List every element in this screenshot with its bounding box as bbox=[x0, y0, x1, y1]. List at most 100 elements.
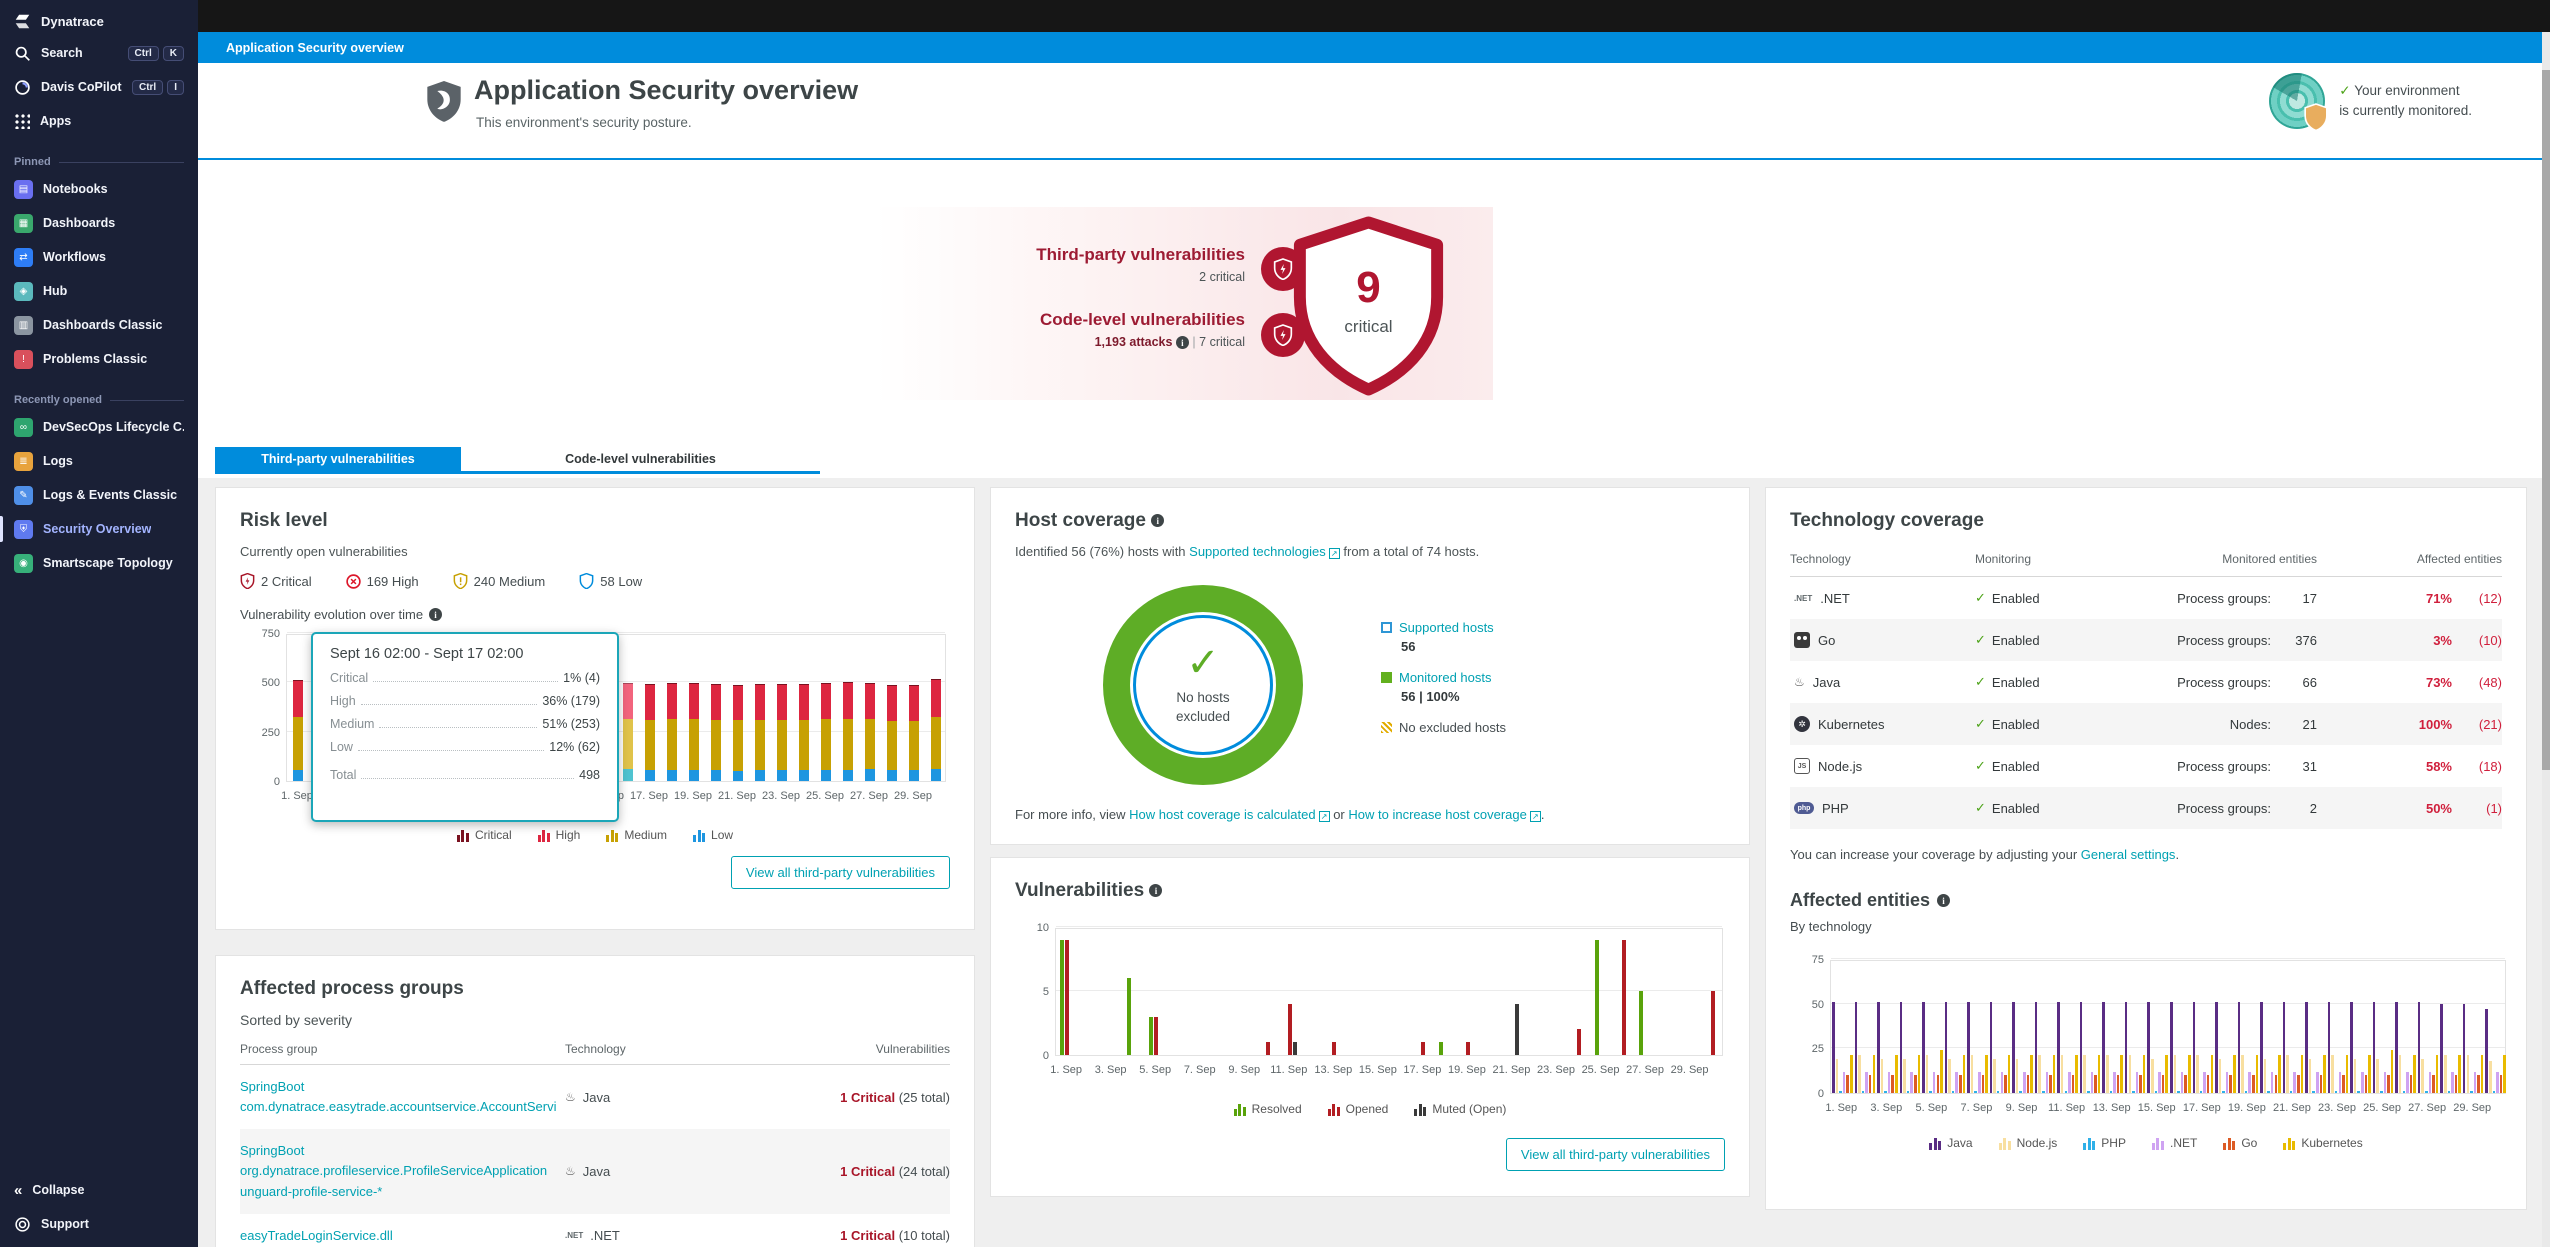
affected-entities-info-icon[interactable]: i bbox=[1937, 894, 1951, 907]
bar-go[interactable] bbox=[1868, 1075, 1872, 1093]
tab-code-level-vulnerabilities[interactable]: Code-level vulnerabilities bbox=[461, 447, 820, 471]
bar-segment-critical[interactable] bbox=[733, 684, 743, 686]
bar-kubernetes[interactable] bbox=[1895, 1055, 1898, 1093]
bar-muted-open-[interactable] bbox=[1515, 1003, 1520, 1055]
bar-java[interactable] bbox=[1922, 1001, 1925, 1093]
bar-segment-high[interactable] bbox=[887, 685, 897, 721]
bar-resolved[interactable] bbox=[1594, 939, 1599, 1055]
bar-java[interactable] bbox=[2057, 1001, 2060, 1093]
bar-segment-low[interactable] bbox=[777, 770, 787, 781]
bar-php[interactable] bbox=[2109, 1091, 2113, 1093]
tech-row-go[interactable]: Go ✓ Enabled Process groups: 376 3% (10) bbox=[1790, 619, 2502, 661]
bar-kubernetes[interactable] bbox=[2120, 1055, 2123, 1093]
bar--net[interactable] bbox=[1932, 1071, 1936, 1093]
bar-segment-low[interactable] bbox=[293, 770, 303, 781]
bar-segment-critical[interactable] bbox=[821, 682, 831, 684]
how-calculated-link[interactable]: How host coverage is calculated bbox=[1129, 807, 1316, 822]
bar-java[interactable] bbox=[2034, 1001, 2038, 1093]
bar-node-js[interactable] bbox=[1858, 1055, 1861, 1093]
view-all-third-party-button[interactable]: View all third-party vulnerabilities bbox=[730, 856, 950, 889]
bar-segment-critical[interactable] bbox=[623, 682, 633, 684]
bar-kubernetes[interactable] bbox=[2458, 1055, 2461, 1093]
bar-php[interactable] bbox=[2177, 1091, 2180, 1093]
bar-java[interactable] bbox=[2079, 1001, 2083, 1093]
bar-java[interactable] bbox=[2440, 1003, 2443, 1093]
bar-segment-medium[interactable] bbox=[711, 719, 721, 771]
bar-go[interactable] bbox=[1959, 1075, 1962, 1093]
bar-go[interactable] bbox=[2454, 1075, 2458, 1093]
bar-segment-high[interactable] bbox=[909, 686, 919, 721]
bar-segment-critical[interactable] bbox=[689, 682, 699, 684]
sidebar-item-search[interactable]: Search Ctrl K bbox=[0, 36, 198, 70]
bar--net[interactable] bbox=[2496, 1071, 2499, 1093]
bar-kubernetes[interactable] bbox=[2210, 1055, 2214, 1093]
bar-java[interactable] bbox=[2327, 1001, 2331, 1093]
process-group-link[interactable]: org.dynatrace.profileservice.ProfileServ… bbox=[240, 1163, 548, 1179]
vulnerabilities-chart[interactable]: 0 5 10 1. Sep 3. Sep 5. Sep 7. Sep 9. Sep 11. Se… bbox=[1015, 922, 1725, 1100]
scrollbar-thumb[interactable] bbox=[2542, 70, 2550, 770]
bar-node-js[interactable] bbox=[2105, 1055, 2109, 1093]
sidebar-item-dashboards[interactable]: ▦ Dashboards bbox=[0, 206, 198, 240]
bar-muted-open-[interactable] bbox=[1292, 1042, 1297, 1055]
monitored-hosts-link[interactable]: Monitored hosts bbox=[1399, 669, 1492, 685]
bar-java[interactable] bbox=[2012, 1001, 2015, 1093]
bar-php[interactable] bbox=[2267, 1091, 2270, 1093]
bar-kubernetes[interactable] bbox=[1872, 1055, 1876, 1093]
bar-opened[interactable] bbox=[1154, 1016, 1159, 1055]
bar-opened[interactable] bbox=[1465, 1042, 1470, 1055]
process-group-row[interactable]: easyTradeLoginService.dll .NET .NET 1 Cri… bbox=[240, 1214, 950, 1247]
bar-opened[interactable] bbox=[1332, 1042, 1337, 1055]
general-settings-link[interactable]: General settings bbox=[2080, 847, 2176, 862]
bar-kubernetes[interactable] bbox=[2278, 1055, 2281, 1093]
bar-node-js[interactable] bbox=[2308, 1059, 2312, 1093]
bar-php[interactable] bbox=[1974, 1091, 1977, 1093]
bar--net[interactable] bbox=[2248, 1071, 2251, 1093]
supported-technologies-link[interactable]: Supported technologies bbox=[1189, 544, 1326, 559]
bar-segment-critical[interactable] bbox=[909, 685, 919, 687]
bar-node-js[interactable] bbox=[1925, 1055, 1929, 1093]
bar-node-js[interactable] bbox=[1835, 1059, 1839, 1093]
bar-kubernetes[interactable] bbox=[1917, 1055, 1921, 1093]
bar-java[interactable] bbox=[1967, 1001, 1970, 1093]
bar-segment-low[interactable] bbox=[909, 770, 919, 781]
bar-kubernetes[interactable] bbox=[2368, 1055, 2371, 1093]
bar-java[interactable] bbox=[1899, 1001, 1903, 1093]
bar-kubernetes[interactable] bbox=[2503, 1055, 2507, 1093]
bar-node-js[interactable] bbox=[2398, 1055, 2402, 1093]
bar-opened[interactable] bbox=[1577, 1029, 1582, 1055]
bar--net[interactable] bbox=[1977, 1071, 1981, 1093]
bar-node-js[interactable] bbox=[2353, 1059, 2357, 1093]
bar-segment-medium[interactable] bbox=[887, 720, 897, 771]
bar-segment-critical[interactable] bbox=[887, 684, 897, 686]
bar-segment-low[interactable] bbox=[645, 770, 655, 781]
bar-php[interactable] bbox=[2312, 1091, 2315, 1093]
bar-resolved[interactable] bbox=[1639, 991, 1644, 1055]
bar-kubernetes[interactable] bbox=[2187, 1055, 2191, 1093]
bar-segment-medium[interactable] bbox=[777, 719, 787, 771]
bar--net[interactable] bbox=[2203, 1071, 2206, 1093]
tech-row-kubernetes[interactable]: ✲ Kubernetes ✓ Enabled Nodes: 21 100% (21) bbox=[1790, 703, 2502, 745]
bar-segment-low[interactable] bbox=[821, 770, 831, 781]
collapse-button[interactable]: « Collapse bbox=[0, 1173, 198, 1207]
bar-segment-critical[interactable] bbox=[645, 683, 655, 685]
bar--net[interactable] bbox=[2293, 1071, 2297, 1093]
bar-php[interactable] bbox=[2199, 1091, 2203, 1093]
bar-php[interactable] bbox=[1996, 1091, 2000, 1093]
bar-kubernetes[interactable] bbox=[1962, 1055, 1966, 1093]
bar-segment-low[interactable] bbox=[733, 770, 743, 781]
bar-kubernetes[interactable] bbox=[2390, 1050, 2394, 1093]
sidebar-item-notebooks[interactable]: ▤ Notebooks bbox=[0, 172, 198, 206]
bar-go[interactable] bbox=[2297, 1075, 2300, 1093]
bar-php[interactable] bbox=[2244, 1091, 2248, 1093]
bar-java[interactable] bbox=[1854, 1001, 1858, 1093]
bar-php[interactable] bbox=[2334, 1091, 2338, 1093]
bar--net[interactable] bbox=[2135, 1071, 2139, 1093]
tech-row-nodejs[interactable]: JS Node.js ✓ Enabled Process groups: 31 58%… bbox=[1790, 745, 2502, 787]
bar-opened[interactable] bbox=[1265, 1042, 1270, 1055]
bar-kubernetes[interactable] bbox=[2052, 1055, 2056, 1093]
view-all-third-party-button-2[interactable]: View all third-party vulnerabilities bbox=[1505, 1138, 1725, 1171]
bar-go[interactable] bbox=[2229, 1075, 2233, 1093]
bar-segment-high[interactable] bbox=[931, 679, 941, 718]
bar-segment-medium[interactable] bbox=[293, 717, 303, 771]
bar-segment-medium[interactable] bbox=[689, 719, 699, 771]
